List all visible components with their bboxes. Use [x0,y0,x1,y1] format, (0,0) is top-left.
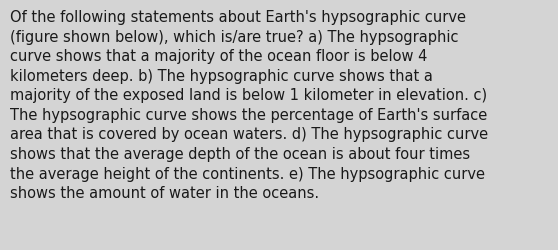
Text: Of the following statements about Earth's hypsographic curve
(figure shown below: Of the following statements about Earth'… [10,10,488,200]
